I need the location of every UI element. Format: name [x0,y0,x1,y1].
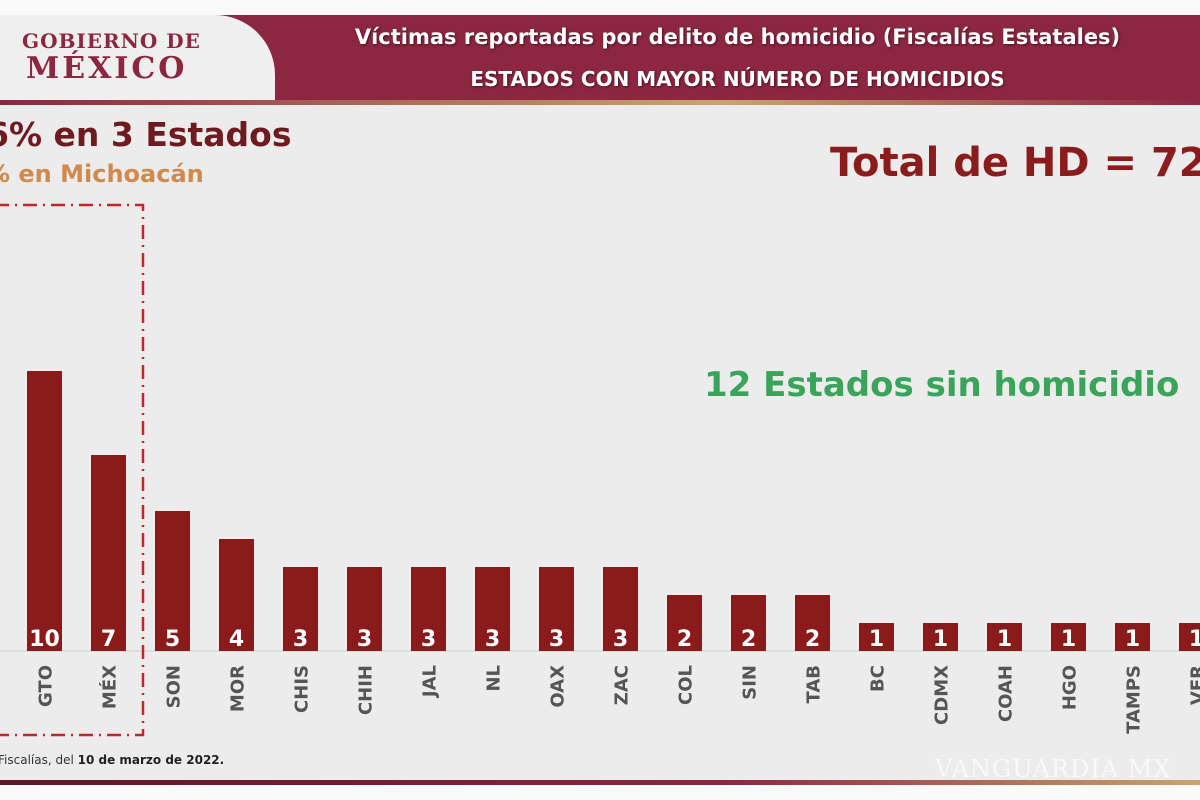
data-label-OAX: 3 [549,627,564,652]
data-label-BC: 1 [869,627,884,652]
header-divider [0,100,1200,105]
data-label-MOR: 4 [229,627,244,652]
data-label-CDMX: 1 [933,627,948,652]
no-homicides-label: 12 Estados sin homicidio [704,365,1180,405]
bar-BC [859,623,894,651]
category-label-SIN: SIN [740,665,761,700]
bar-SON [155,511,190,651]
source-note: Fiscalías, del 10 de marzo de 2022. [0,753,224,767]
category-label-COAH: COAH [996,665,1017,722]
bar-SIN [731,595,766,651]
bar-MOR [219,539,254,651]
bar-ZAC [603,567,638,651]
bar-GTO [27,371,62,651]
logo-line1: GOBIERNO DE [22,29,201,53]
data-label-VER: 1 [1189,627,1200,652]
data-label-HGO: 1 [1061,627,1076,652]
category-label-NL: NL [484,665,505,692]
page-subtitle: ESTADOS CON MAYOR NÚMERO DE HOMICIDIOS [470,67,1005,91]
data-label-SON: 5 [165,627,180,652]
bar-VER [1179,623,1200,651]
category-label-CHIS: CHIS [292,665,313,713]
category-label-VER: VER [1188,665,1200,705]
bar-chart: 10 GTO 7 MÉX 5 SON 4 MOR 3 CHIS 3 CHIH 3 JAL 3 NL 3 OAX 3 Z… [0,203,1200,737]
category-label-MOR: MOR [228,665,249,712]
slide: GOBIERNO DE MÉXICO Víctimas reportadas p… [0,15,1200,785]
category-label-TAMPS: TAMPS [1124,665,1145,734]
subheadline: % en Michoacán [0,160,204,188]
data-label-GTO: 10 [29,627,60,652]
page-title: Víctimas reportadas por delito de homici… [354,25,1121,49]
data-label-JAL: 3 [421,627,436,652]
data-label-TAMPS: 1 [1125,627,1140,652]
data-label-TAB: 2 [805,627,820,652]
logo: GOBIERNO DE MÉXICO [0,15,275,100]
category-label-JAL: JAL [420,665,441,699]
bar-JAL [411,567,446,651]
logo-line2: MÉXICO [26,51,188,86]
data-label-ZAC: 3 [613,627,628,652]
category-label-HGO: HGO [1060,665,1081,710]
category-label-CHIH: CHIH [356,665,377,715]
category-label-CDMX: CDMX [932,665,953,725]
category-label-BC: BC [868,665,889,692]
category-label-ZAC: ZAC [612,665,633,705]
footer-divider [0,780,1200,785]
category-label-MÉX: MÉX [99,665,121,709]
data-label-MÉX: 7 [101,627,116,652]
data-label-NL: 3 [485,627,500,652]
data-label-COAH: 1 [997,627,1012,652]
category-label-OAX: OAX [548,665,569,708]
watermark: VANGUARDIA MX [935,755,1172,783]
category-label-COL: COL [676,665,697,705]
source-prefix: Fiscalías, del [0,753,78,767]
bar-MÉX [91,455,126,651]
data-label-COL: 2 [677,627,692,652]
total-label: Total de HD = 72 [830,140,1200,186]
category-label-TAB: TAB [804,665,825,704]
category-label-SON: SON [164,665,185,708]
data-label-CHIS: 3 [293,627,308,652]
bar-COL [667,595,702,651]
bar-TAB [795,595,830,651]
category-label-GTO: GTO [36,665,57,707]
header-bar: GOBIERNO DE MÉXICO Víctimas reportadas p… [0,15,1200,100]
bar-NL [475,567,510,651]
bar-CHIH [347,567,382,651]
bar-COAH [987,623,1022,651]
headline: 6% en 3 Estados [0,115,292,154]
data-label-SIN: 2 [741,627,756,652]
source-date: 10 de marzo de 2022. [77,753,225,767]
bar-CDMX [923,623,958,651]
bar-CHIS [283,567,318,651]
bar-TAMPS [1115,623,1150,651]
bar-HGO [1051,623,1086,651]
bar-OAX [539,567,574,651]
highlight-box [0,203,145,737]
data-label-CHIH: 3 [357,627,372,652]
